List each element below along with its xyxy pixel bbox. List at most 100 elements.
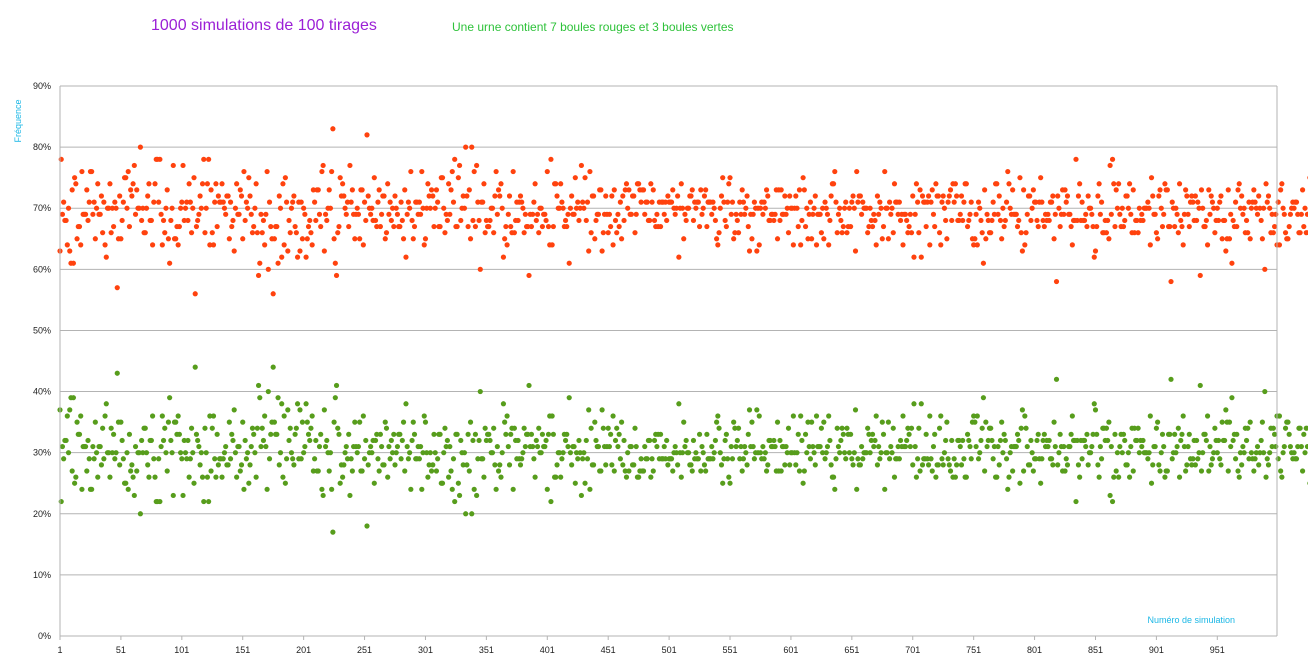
data-point-green	[1215, 437, 1222, 444]
data-point-green	[106, 450, 112, 456]
data-point-red	[897, 217, 904, 224]
data-point-green	[1107, 492, 1113, 499]
data-point-green	[564, 431, 570, 437]
data-point-green	[1185, 443, 1191, 450]
data-point-green	[610, 413, 616, 419]
data-point-green	[178, 450, 184, 456]
data-point-red	[517, 193, 524, 199]
data-point-green	[305, 431, 312, 437]
data-point-green	[749, 419, 755, 425]
data-point-red	[168, 217, 174, 224]
data-point-red	[515, 217, 521, 224]
x-tick-label: 901	[1149, 645, 1164, 655]
data-point-red	[800, 175, 806, 181]
data-point-green	[292, 431, 298, 437]
data-point-red	[963, 181, 969, 187]
data-point-green	[626, 468, 632, 474]
data-point-green	[242, 437, 248, 444]
data-point-green	[925, 462, 932, 468]
data-point-red	[1124, 193, 1130, 199]
data-point-red	[1243, 217, 1250, 224]
data-point-green	[230, 437, 236, 444]
data-point-green	[361, 456, 368, 462]
data-point-red	[867, 205, 873, 211]
data-point-green	[190, 450, 196, 456]
data-point-green	[1263, 474, 1269, 480]
data-point-red	[1256, 193, 1262, 199]
data-point-red	[1046, 217, 1052, 224]
data-point-green	[383, 425, 390, 431]
data-point-red	[1148, 175, 1155, 181]
data-point-red	[676, 254, 682, 260]
data-point-green	[1196, 450, 1202, 456]
data-point-red	[896, 199, 902, 205]
data-point-red	[398, 199, 404, 205]
data-point-red	[855, 199, 861, 205]
data-point-green	[718, 462, 725, 468]
data-point-red	[771, 217, 777, 224]
data-point-green	[260, 437, 267, 444]
data-point-red	[389, 205, 396, 211]
data-point-green	[132, 443, 139, 450]
data-point-green	[263, 443, 269, 450]
data-point-red	[1135, 230, 1141, 236]
data-point-green	[223, 443, 229, 450]
data-point-green	[985, 437, 991, 444]
data-point-green	[446, 474, 452, 480]
data-point-red	[978, 217, 984, 224]
data-point-green	[740, 456, 747, 462]
data-point-green	[165, 419, 172, 425]
data-point-red	[760, 211, 766, 217]
data-point-red	[1275, 199, 1281, 205]
data-point-green	[359, 468, 365, 474]
data-point-red	[891, 181, 898, 187]
data-point-green	[573, 450, 580, 456]
data-point-red	[904, 217, 910, 224]
data-point-green	[249, 425, 256, 431]
data-point-green	[772, 443, 778, 450]
data-point-red	[382, 236, 388, 242]
data-point-red	[722, 217, 728, 224]
data-point-red	[1184, 193, 1190, 199]
data-point-green	[335, 425, 341, 431]
data-point-green	[678, 474, 684, 480]
data-point-red	[1146, 205, 1152, 211]
data-point-red	[1267, 205, 1273, 211]
data-point-green	[1195, 456, 1201, 462]
data-point-green	[676, 401, 682, 407]
data-point-red	[408, 168, 414, 175]
data-point-red	[571, 211, 577, 217]
data-point-green	[480, 456, 486, 462]
data-point-red	[569, 193, 575, 199]
data-point-red	[1013, 211, 1019, 217]
data-point-green	[994, 474, 1000, 480]
data-point-green	[495, 468, 502, 474]
data-point-red	[424, 205, 430, 211]
data-point-red	[678, 181, 684, 187]
data-point-red	[654, 211, 660, 217]
data-point-green	[835, 443, 842, 450]
data-point-green	[729, 456, 736, 462]
data-point-red	[911, 254, 917, 260]
data-point-red	[315, 187, 321, 193]
data-point-green	[1285, 419, 1291, 425]
data-point-green	[287, 425, 293, 431]
data-point-red	[1271, 223, 1278, 230]
data-point-red	[1033, 199, 1039, 205]
data-point-green	[199, 474, 206, 480]
data-point-red	[765, 193, 771, 199]
data-point-green	[923, 431, 929, 437]
data-point-green	[1111, 474, 1117, 480]
data-point-green	[576, 437, 582, 444]
data-point-green	[84, 468, 90, 474]
data-point-green	[1256, 462, 1262, 468]
data-point-red	[1152, 211, 1158, 217]
data-point-green	[126, 431, 133, 437]
data-point-green	[499, 450, 505, 456]
data-point-green	[968, 456, 974, 462]
data-point-green	[608, 431, 614, 437]
data-point-red	[890, 230, 896, 236]
data-point-red	[420, 205, 426, 211]
x-tick-label: 201	[296, 645, 311, 655]
data-point-red	[403, 254, 409, 260]
